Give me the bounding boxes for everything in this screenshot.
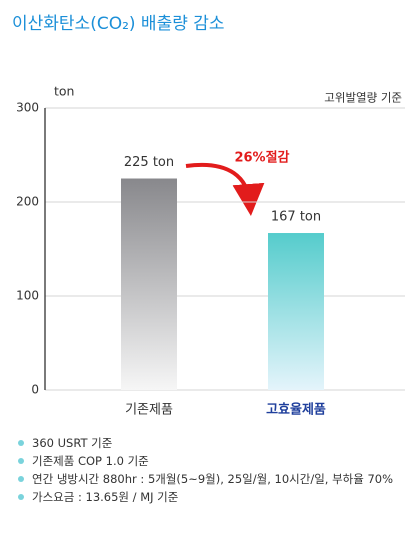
bar — [268, 233, 324, 390]
basis-note: 고위발열량 기준 — [324, 91, 402, 105]
chart: 이산화탄소(CO₂) 배출량 감소 ton 고위발열량 기준 26%절감 0 10… — [12, 14, 405, 418]
chart-title: 이산화탄소(CO₂) 배출량 감소 — [12, 14, 225, 34]
y-tick-label: 300 — [16, 101, 39, 115]
note: 가스요금 : 13.65원 / MJ 기준 — [16, 488, 396, 506]
bar — [121, 178, 177, 390]
arrow — [185, 162, 265, 216]
y-tick-label: 200 — [16, 195, 39, 209]
note: 360 USRT 기준 — [16, 434, 396, 452]
value-label: 167 ton — [271, 210, 321, 225]
note: 기존제품 COP 1.0 기준 — [16, 452, 396, 470]
note: 연간 냉방시간 880hr : 5개월(5~9월), 25일/월, 10시간/일… — [16, 470, 396, 488]
notes: 360 USRT 기준 기존제품 COP 1.0 기준 연간 냉방시간 880hr … — [16, 434, 396, 506]
y-tick-label: 0 — [31, 383, 39, 397]
annotation: 26%절감 — [234, 151, 289, 166]
x-tick-label: 고효율제품 — [266, 402, 326, 418]
x-tick-label: 기존제품 — [125, 403, 173, 418]
y-axis-label: ton — [54, 84, 74, 99]
y-tick-label: 100 — [16, 289, 39, 303]
value-label: 225 ton — [124, 155, 174, 170]
